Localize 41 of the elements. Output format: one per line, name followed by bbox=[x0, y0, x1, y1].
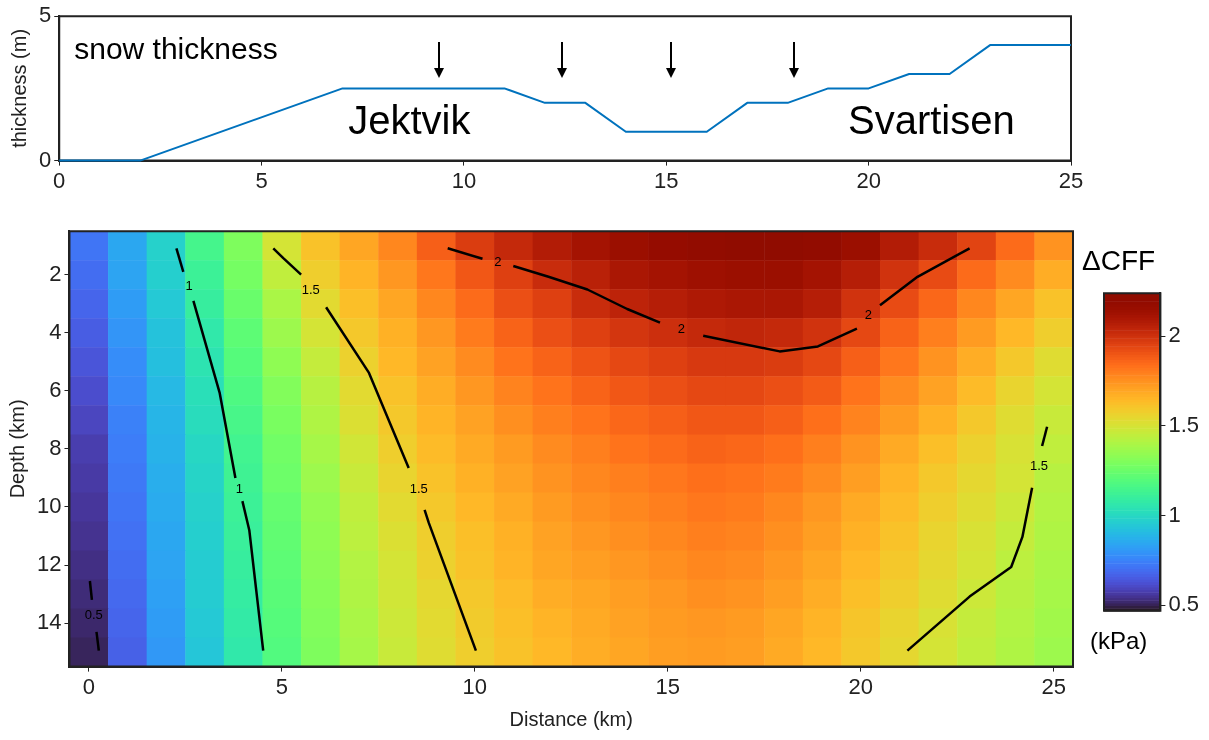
annotation: 1.5 bbox=[301, 282, 320, 298]
x-tick-label: 0 bbox=[82, 673, 95, 699]
annotation: 2 bbox=[864, 306, 873, 322]
color-bar-label: 0.5 bbox=[1168, 591, 1200, 617]
x-tick-label: 20 bbox=[848, 673, 873, 699]
annotation: Jektvik bbox=[348, 98, 472, 143]
x-tick-label: 25 bbox=[1041, 673, 1066, 699]
annotation: 1 bbox=[235, 481, 243, 497]
annotation: 2 bbox=[677, 320, 685, 336]
text: snow thickness bbox=[74, 32, 278, 66]
color-bar-label: 1.5 bbox=[1168, 412, 1200, 438]
x-tick-label: 5 bbox=[275, 673, 288, 699]
annotation: 1.5 bbox=[1030, 457, 1049, 473]
y-tick-label: 4 bbox=[49, 318, 62, 344]
annotation: Svartisen bbox=[848, 98, 1015, 143]
x-tick-label: 20 bbox=[856, 167, 881, 193]
y-axis-title: Depth (km) bbox=[5, 399, 28, 499]
x-axis-title: Distance (km) bbox=[509, 707, 633, 730]
y-axis-title: thickness (m) bbox=[7, 28, 30, 148]
y-tick-label: 2 bbox=[49, 260, 62, 286]
y-tick-label: 14 bbox=[36, 609, 62, 635]
y-tick-label: 12 bbox=[36, 551, 62, 577]
annotation: 1.5 bbox=[409, 481, 428, 497]
annotation: 1 bbox=[185, 277, 193, 293]
x-tick-label: 5 bbox=[255, 167, 268, 193]
x-tick-label: 15 bbox=[655, 673, 680, 699]
x-tick-label: 10 bbox=[451, 167, 477, 193]
x-tick-label: 10 bbox=[462, 673, 487, 699]
y-tick-label: 10 bbox=[36, 493, 62, 519]
annotation: 2 bbox=[494, 254, 502, 270]
color-bar-title: ΔCFF bbox=[1082, 245, 1156, 277]
y-tick-label: 8 bbox=[49, 434, 62, 460]
annotation: 0.5 bbox=[84, 607, 103, 623]
x-tick-label: 15 bbox=[654, 167, 679, 193]
color-bar-label: 1 bbox=[1168, 501, 1181, 527]
y-tick-label: 0 bbox=[38, 146, 52, 172]
x-tick-label: 25 bbox=[1058, 167, 1084, 193]
y-tick-label: 6 bbox=[49, 376, 62, 402]
y-tick-label: 5 bbox=[38, 2, 52, 28]
color-bar-label: 2 bbox=[1168, 322, 1181, 348]
text: (kPa) bbox=[1090, 627, 1148, 655]
